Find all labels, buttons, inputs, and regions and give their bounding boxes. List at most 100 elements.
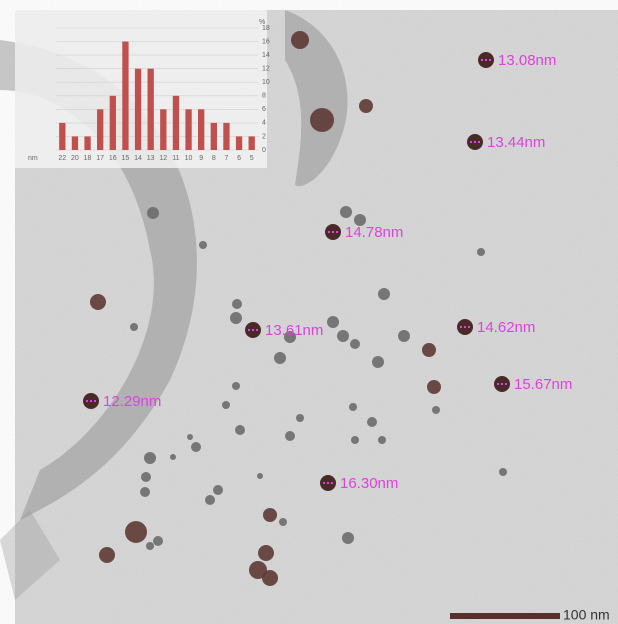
scale-bar-label: 100 nm — [563, 607, 610, 623]
particle — [337, 330, 349, 342]
particle — [187, 434, 193, 440]
bar — [122, 41, 129, 150]
particle — [349, 403, 357, 411]
particle — [291, 31, 309, 49]
particle — [90, 294, 106, 310]
x-tick-label: 12 — [159, 155, 167, 162]
bar — [185, 109, 192, 150]
y-tick-label: 14 — [262, 52, 270, 59]
x-tick-label: 6 — [237, 155, 241, 162]
bar — [198, 109, 205, 150]
particle — [263, 508, 277, 522]
particle — [130, 323, 138, 331]
y-tick-label: 12 — [262, 66, 270, 73]
particle — [262, 570, 278, 586]
bar — [210, 122, 217, 150]
y-tick-label: 16 — [262, 38, 270, 45]
y-axis-label: % — [259, 19, 265, 26]
particle — [427, 380, 441, 394]
size-annotation: 14.78nm — [345, 224, 403, 241]
size-annotation: 13.61nm — [265, 322, 323, 339]
bar — [160, 109, 167, 150]
particle — [199, 241, 207, 249]
particle — [432, 406, 440, 414]
particle — [232, 382, 240, 390]
particle — [144, 452, 156, 464]
bar — [235, 136, 243, 150]
particle — [285, 431, 295, 441]
bar — [147, 68, 154, 150]
particle — [170, 454, 176, 460]
particle — [477, 248, 485, 256]
size-annotation: 12.29nm — [103, 393, 161, 410]
x-tick-label: 22 — [58, 155, 66, 162]
particle — [153, 536, 163, 546]
x-tick-label: 20 — [71, 155, 79, 162]
x-axis-label: nm — [28, 155, 38, 162]
bar — [172, 95, 180, 150]
y-tick-label: 2 — [262, 133, 266, 140]
size-annotation: 13.44nm — [487, 134, 545, 151]
watermark-shape — [0, 510, 60, 600]
bar — [84, 136, 91, 150]
size-annotation: 13.08nm — [498, 52, 556, 69]
bar — [71, 136, 79, 150]
particle — [372, 356, 384, 368]
particle — [191, 442, 201, 452]
x-tick-label: 9 — [199, 155, 203, 162]
y-tick-label: 8 — [262, 93, 266, 100]
particle — [398, 330, 410, 342]
x-tick-label: 5 — [250, 155, 254, 162]
bar — [223, 122, 230, 150]
bar — [248, 136, 255, 150]
x-tick-label: 16 — [109, 155, 117, 162]
particle — [140, 487, 150, 497]
y-tick-label: 6 — [262, 106, 266, 113]
x-tick-label: 17 — [96, 155, 104, 162]
particle — [378, 436, 386, 444]
particle — [205, 495, 215, 505]
bar — [97, 109, 104, 150]
particle — [359, 99, 373, 113]
particle — [310, 108, 334, 132]
particle — [222, 401, 230, 409]
particle — [327, 316, 339, 328]
size-annotation: 16.30nm — [340, 475, 398, 492]
bar — [59, 122, 66, 150]
particle — [235, 425, 245, 435]
particle — [279, 518, 287, 526]
particle — [351, 436, 359, 444]
particle — [230, 312, 242, 324]
x-tick-label: 8 — [212, 155, 216, 162]
particle — [354, 214, 366, 226]
particle — [284, 331, 296, 343]
y-tick-label: 18 — [262, 25, 270, 32]
particle — [146, 542, 154, 550]
y-tick-label: 10 — [262, 79, 270, 86]
x-tick-label: 10 — [185, 155, 193, 162]
y-tick-label: 4 — [262, 120, 266, 127]
watermark-arc — [285, 10, 348, 187]
particle — [257, 473, 263, 479]
particle — [296, 414, 304, 422]
particle — [141, 472, 151, 482]
particle — [350, 339, 360, 349]
particle — [274, 352, 286, 364]
size-annotation: 14.62nm — [477, 319, 535, 336]
bar — [134, 68, 142, 150]
particle — [147, 207, 159, 219]
x-tick-label: 7 — [224, 155, 228, 162]
x-tick-label: 11 — [172, 155, 179, 162]
particle — [213, 485, 223, 495]
size-annotation: 15.67nm — [514, 376, 572, 393]
particle — [340, 206, 352, 218]
particle — [99, 547, 115, 563]
particle — [342, 532, 354, 544]
x-tick-label: 13 — [147, 155, 155, 162]
particle — [422, 343, 436, 357]
x-tick-label: 18 — [84, 155, 92, 162]
y-tick-label: 0 — [262, 147, 266, 154]
particle — [258, 545, 274, 561]
x-tick-label: 15 — [122, 155, 130, 162]
